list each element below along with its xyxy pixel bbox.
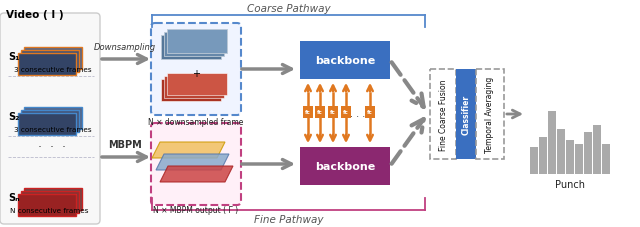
- FancyBboxPatch shape: [151, 123, 241, 205]
- Polygon shape: [18, 114, 76, 135]
- Text: . . .: . . .: [350, 109, 365, 118]
- Text: 3 consecutive frames: 3 consecutive frames: [14, 126, 92, 132]
- Bar: [300, 42, 390, 80]
- Polygon shape: [160, 166, 233, 182]
- Bar: [303, 106, 313, 118]
- Text: Sₙ: Sₙ: [8, 192, 20, 202]
- Polygon shape: [24, 108, 82, 129]
- Polygon shape: [161, 36, 221, 60]
- Bar: [557, 130, 565, 174]
- Polygon shape: [21, 111, 79, 132]
- Text: fc: fc: [343, 110, 349, 115]
- Text: MBPM: MBPM: [108, 139, 142, 149]
- Bar: [539, 137, 547, 174]
- Polygon shape: [18, 194, 76, 216]
- Polygon shape: [167, 74, 227, 96]
- Text: fc: fc: [305, 110, 311, 115]
- Text: S₁: S₁: [8, 52, 19, 62]
- Text: Downsampling: Downsampling: [94, 43, 156, 52]
- Text: Coarse Pathway: Coarse Pathway: [246, 4, 330, 14]
- Polygon shape: [156, 154, 229, 170]
- Text: N × downsampled frame: N × downsampled frame: [148, 118, 244, 126]
- FancyBboxPatch shape: [151, 24, 241, 116]
- Bar: [341, 106, 351, 118]
- Polygon shape: [21, 51, 79, 73]
- Text: Temporal Averaging: Temporal Averaging: [486, 76, 495, 153]
- Polygon shape: [164, 33, 224, 57]
- Polygon shape: [161, 80, 221, 101]
- Text: Fine Pathway: Fine Pathway: [253, 214, 323, 224]
- Bar: [476, 70, 504, 159]
- Text: 3 consecutive frames: 3 consecutive frames: [14, 67, 92, 73]
- Bar: [584, 133, 592, 174]
- Bar: [575, 144, 583, 174]
- Text: Punch: Punch: [556, 179, 586, 189]
- Bar: [602, 144, 610, 174]
- Bar: [593, 126, 601, 174]
- Bar: [315, 106, 325, 118]
- Bar: [300, 147, 390, 185]
- Text: +: +: [192, 69, 200, 79]
- Bar: [328, 106, 338, 118]
- Text: fc: fc: [330, 110, 336, 115]
- Bar: [566, 141, 574, 174]
- Polygon shape: [167, 30, 227, 54]
- Text: backbone: backbone: [315, 56, 375, 66]
- Text: Classifier: Classifier: [461, 94, 470, 134]
- Polygon shape: [18, 54, 76, 76]
- Bar: [456, 70, 476, 159]
- Text: Video ( I ): Video ( I ): [6, 10, 63, 20]
- Text: N × MBPM output ( Γ ): N × MBPM output ( Γ ): [154, 205, 239, 214]
- Bar: [530, 147, 538, 174]
- Text: Fine Coarse Fusion: Fine Coarse Fusion: [438, 79, 447, 150]
- Bar: [365, 106, 375, 118]
- Polygon shape: [24, 48, 82, 70]
- Bar: [430, 70, 456, 159]
- Bar: [548, 111, 556, 174]
- Text: fc: fc: [367, 110, 373, 115]
- Polygon shape: [24, 188, 82, 210]
- Polygon shape: [164, 77, 224, 99]
- FancyBboxPatch shape: [0, 14, 100, 224]
- Polygon shape: [152, 142, 225, 158]
- Text: N consecutive frames: N consecutive frames: [10, 207, 88, 213]
- Text: ·  ·  ·: · · ·: [38, 141, 66, 154]
- Text: S₂: S₂: [8, 111, 19, 121]
- Text: fc: fc: [317, 110, 323, 115]
- Text: backbone: backbone: [315, 161, 375, 171]
- Polygon shape: [21, 191, 79, 213]
